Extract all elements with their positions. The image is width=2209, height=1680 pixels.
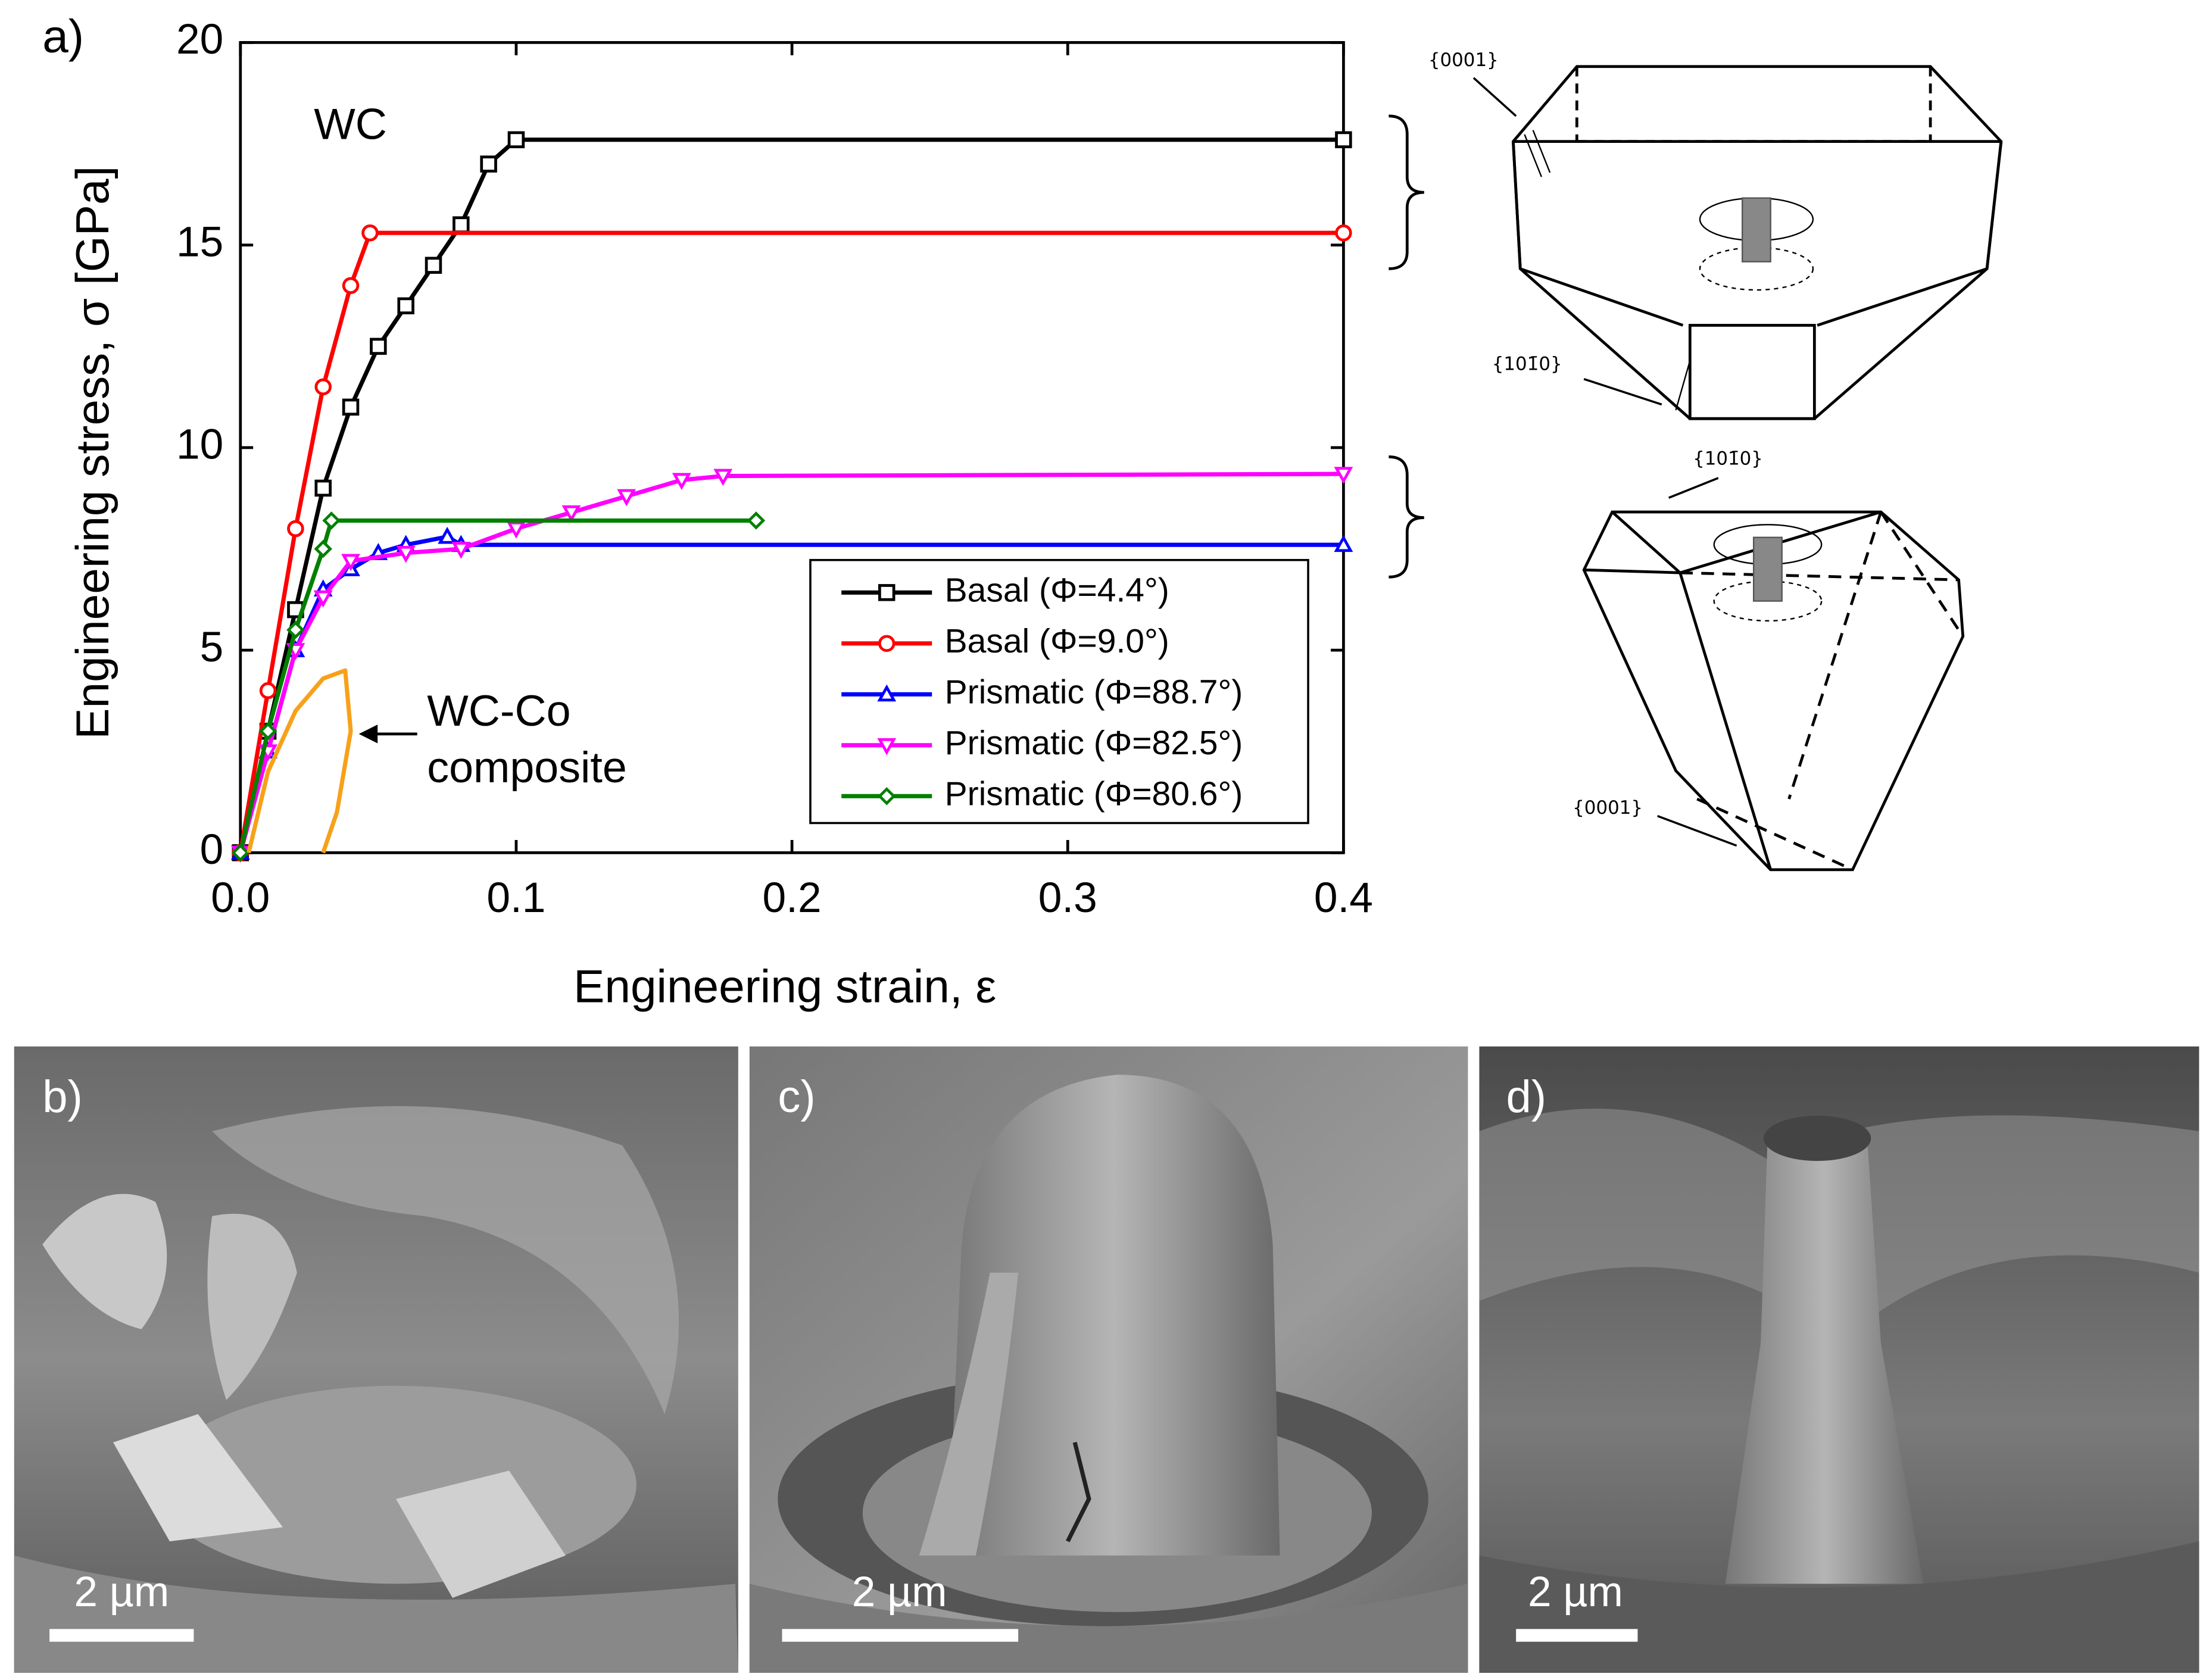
y-axis-label: Engineering stress, σ [GPa] [66,166,118,739]
marker [286,620,305,639]
panel-label: b) [42,1072,83,1122]
legend-label: Prismatic (Φ=80.6°) [945,775,1243,813]
marker [314,479,332,497]
panel-label: d) [1506,1072,1547,1122]
marker [561,505,581,523]
diagram-label: {0001} [1572,797,1643,819]
marker [713,469,733,486]
brace [1389,114,1424,579]
x-tick-label: 0.3 [1038,874,1097,922]
marker [322,511,341,530]
crystal-diagram [1511,65,2003,420]
y-tick-label: 5 [200,623,224,671]
marker [342,277,360,294]
marker [314,378,332,396]
marker [1335,224,1352,242]
marker [507,131,525,148]
legend-label: Prismatic (Φ=88.7°) [945,673,1243,711]
marker [231,844,250,862]
marker [1335,131,1352,148]
scale-bar-label: 2 µm [1528,1568,1623,1616]
marker [672,473,691,491]
marker [425,257,442,274]
scale-bar-label: 2 µm [852,1568,947,1616]
marker [451,542,471,559]
marker [287,520,304,538]
marker [507,522,526,539]
marker [453,216,470,233]
annotation: WC [314,99,387,148]
legend-label: Prismatic (Φ=82.5°) [945,724,1243,762]
marker [878,635,896,652]
x-axis-label: Engineering strain, ε [573,960,996,1012]
x-tick-label: 0.2 [763,874,822,922]
legend-label: Basal (Φ=9.0°) [945,622,1169,660]
y-tick-label: 15 [176,218,223,266]
diagram-label: {101̄0} [1492,353,1562,374]
marker [877,738,897,755]
marker [617,489,637,507]
diagram-label: {101̄0} [1693,448,1763,470]
marker [877,787,896,805]
x-tick-label: 0.0 [211,874,270,922]
sem-image [749,1046,1468,1673]
series-line [247,668,353,854]
arrow [1472,77,1737,847]
marker [480,155,497,173]
marker [877,684,897,702]
panel-label: a) [42,10,84,62]
y-tick-label: 10 [176,421,223,469]
y-tick-label: 20 [176,15,223,63]
annotation: WC-Co [427,686,570,735]
marker [259,682,277,700]
marker [1334,467,1353,484]
scale-bar-label: 2 µm [74,1568,169,1616]
diagram-label: {0001} [1428,49,1499,71]
legend-box [809,558,1309,825]
x-tick-label: 0.1 [486,874,545,922]
annotation: composite [427,742,626,792]
sem-image [1479,1046,2199,1673]
x-tick-label: 0.4 [1314,874,1373,922]
series-line [238,518,756,854]
marker [878,584,896,601]
sem-image [14,1046,738,1673]
marker [1334,535,1353,552]
legend-label: Basal (Φ=4.4°) [945,571,1169,609]
marker [314,539,332,558]
marker [361,224,379,242]
y-tick-label: 0 [200,826,224,873]
marker [258,722,277,741]
arrow [358,725,417,744]
panel-label: c) [778,1072,815,1122]
marker [438,526,457,544]
marker [341,554,360,572]
marker [342,398,360,416]
crystal-diagram [1582,510,1965,872]
marker [313,590,333,608]
marker [370,338,387,355]
marker [397,297,414,314]
marker [396,545,416,563]
marker [747,511,766,530]
